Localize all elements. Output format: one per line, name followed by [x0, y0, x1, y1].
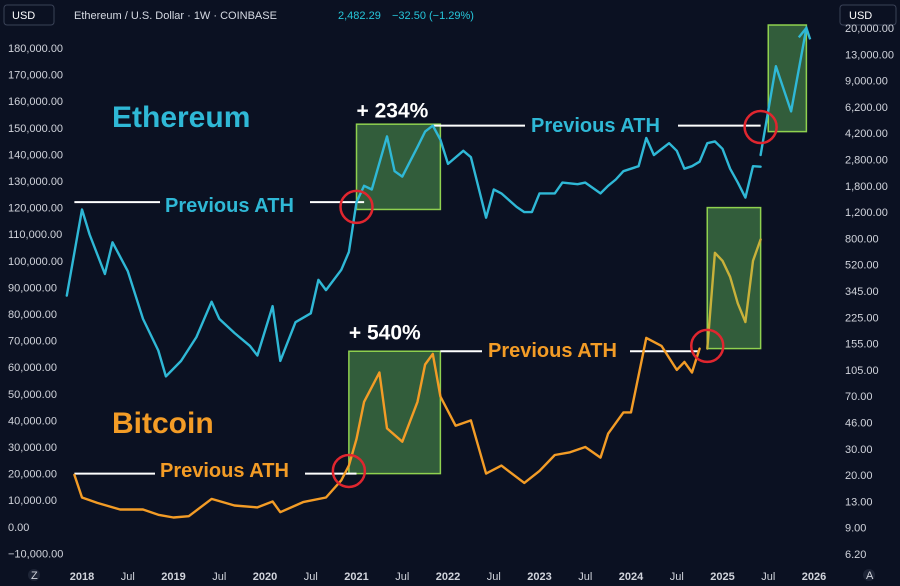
- btc-gain-label: + 540%: [349, 321, 421, 344]
- currency-label-right: USD: [849, 10, 872, 22]
- right-tick-label: 13,000.00: [845, 49, 894, 61]
- previous-ath-lines: [74, 124, 761, 475]
- btc-prev-ath-label-2: Previous ATH: [488, 340, 617, 362]
- left-tick-label: 100,000.00: [8, 256, 63, 268]
- time-tick-label: Jul: [578, 571, 592, 583]
- right-tick-label: 46.00: [845, 418, 873, 430]
- breakout-circle-3: [331, 453, 367, 489]
- currency-button-right[interactable]: [839, 4, 897, 26]
- right-tick-label: 155.00: [845, 339, 879, 351]
- right-tick-label: 105.00: [845, 365, 879, 377]
- price-series: [65, 25, 812, 519]
- left-tick-label: 140,000.00: [8, 149, 63, 161]
- highlight-boxes: [348, 24, 808, 475]
- right-tick-label: 30.00: [845, 444, 873, 456]
- left-tick-label: 130,000.00: [8, 176, 63, 188]
- auto-scale-toggle-icon[interactable]: A: [863, 569, 875, 582]
- right-tick-label: 1,200.00: [845, 207, 888, 219]
- left-tick-label: −10,000.00: [8, 548, 63, 560]
- time-tick-label: Jul: [212, 571, 226, 583]
- right-tick-label: 9.00: [845, 523, 866, 535]
- time-tick-label: 2020: [253, 571, 277, 583]
- left-tick-label: 90,000.00: [8, 282, 57, 294]
- eth-gain-label: + 234%: [357, 99, 429, 122]
- left-tick-label: 110,000.00: [8, 229, 62, 241]
- left-tick-label: 180,000.00: [8, 43, 63, 55]
- right-tick-label: 20.00: [845, 470, 873, 482]
- time-tick-label: 2025: [710, 571, 734, 583]
- right-tick-label: 1,800.00: [845, 181, 888, 193]
- right-tick-label: 6.20: [845, 549, 866, 561]
- right-tick-label: 225.00: [845, 312, 879, 324]
- highlight-box-2: [767, 24, 808, 133]
- left-price-axis[interactable]: 180,000.00 170,000.00 160,000.00 150,000.00…: [8, 43, 63, 560]
- time-tick-label: Jul: [395, 571, 409, 583]
- highlight-box-4: [706, 206, 762, 350]
- highlight-box-3: [348, 350, 442, 475]
- right-tick-label: 13.00: [845, 496, 873, 508]
- left-tick-label: 120,000.00: [8, 203, 63, 215]
- breakout-circle-1: [339, 189, 374, 225]
- time-tick-label: Jul: [121, 571, 135, 583]
- left-tick-label: 80,000.00: [8, 309, 57, 321]
- series-line-3: [73, 336, 701, 519]
- time-tick-label: 2018: [70, 571, 94, 583]
- right-tick-label: 800.00: [845, 233, 879, 245]
- breakout-circle-4: [690, 328, 725, 364]
- left-tick-label: 50,000.00: [8, 389, 57, 401]
- currency-button-left[interactable]: [3, 4, 55, 26]
- time-tick-label: 2021: [344, 571, 368, 583]
- breakout-circles: [331, 109, 778, 489]
- eth-prev-ath-label-1: Previous ATH: [165, 195, 294, 217]
- highlight-box-1: [355, 123, 442, 211]
- projection-arrow-head: [797, 25, 812, 40]
- time-tick-label: 2026: [802, 571, 826, 583]
- ethereum-title: Ethereum: [112, 101, 250, 134]
- left-tick-label: 40,000.00: [8, 415, 57, 427]
- left-tick-label: 30,000.00: [8, 442, 57, 454]
- time-tick-label: Jul: [761, 571, 775, 583]
- right-tick-label: 345.00: [845, 286, 879, 298]
- right-tick-label: 520.00: [845, 260, 879, 272]
- btc-prev-ath-label-1: Previous ATH: [160, 460, 289, 482]
- series-line-4: [706, 238, 762, 350]
- right-tick-label: 4,200.00: [845, 128, 888, 140]
- time-tick-label: 2023: [527, 571, 551, 583]
- time-tick-label: Jul: [487, 571, 501, 583]
- left-tick-label: 170,000.00: [8, 70, 63, 82]
- right-price-axis[interactable]: 20,000.00 13,000.00 9,000.00 6,200.00 4,200.…: [845, 23, 894, 561]
- series-line-2: [759, 26, 808, 157]
- time-tick-label: 2022: [436, 571, 460, 583]
- svg-text:Z: Z: [31, 570, 38, 582]
- price-change: −32.50 (−1.29%): [392, 10, 474, 22]
- header-bar: USD Ethereum / U.S. Dollar · 1W · COINBA…: [3, 4, 897, 26]
- log-scale-toggle-icon[interactable]: Z: [28, 569, 40, 582]
- time-axis[interactable]: 2018 Jul 2019 Jul 2020 Jul 2021 Jul 2022 Jul 2023 J…: [70, 571, 826, 583]
- time-tick-label: Jul: [670, 571, 684, 583]
- right-tick-label: 20,000.00: [845, 23, 894, 35]
- bitcoin-title: Bitcoin: [112, 407, 214, 440]
- svg-text:A: A: [866, 570, 874, 582]
- right-tick-label: 2,800.00: [845, 155, 888, 167]
- left-tick-label: 20,000.00: [8, 469, 57, 481]
- left-tick-label: 10,000.00: [8, 495, 57, 507]
- symbol-title[interactable]: Ethereum / U.S. Dollar · 1W · COINBASE: [74, 10, 277, 22]
- time-tick-label: 2019: [161, 571, 185, 583]
- right-tick-label: 9,000.00: [845, 76, 888, 88]
- left-tick-label: 150,000.00: [8, 123, 63, 135]
- right-tick-label: 6,200.00: [845, 102, 888, 114]
- time-tick-label: 2024: [619, 571, 644, 583]
- left-tick-label: 70,000.00: [8, 336, 57, 348]
- time-tick-label: Jul: [304, 571, 318, 583]
- left-tick-label: 160,000.00: [8, 96, 63, 108]
- last-price: 2,482.29: [338, 10, 381, 22]
- currency-label-left: USD: [12, 10, 35, 22]
- left-tick-label: 0.00: [8, 522, 29, 534]
- right-tick-label: 70.00: [845, 391, 873, 403]
- series-line-1: [65, 124, 762, 378]
- left-tick-label: 60,000.00: [8, 362, 57, 374]
- breakout-circle-2: [743, 109, 778, 145]
- eth-prev-ath-label-2: Previous ATH: [531, 115, 660, 137]
